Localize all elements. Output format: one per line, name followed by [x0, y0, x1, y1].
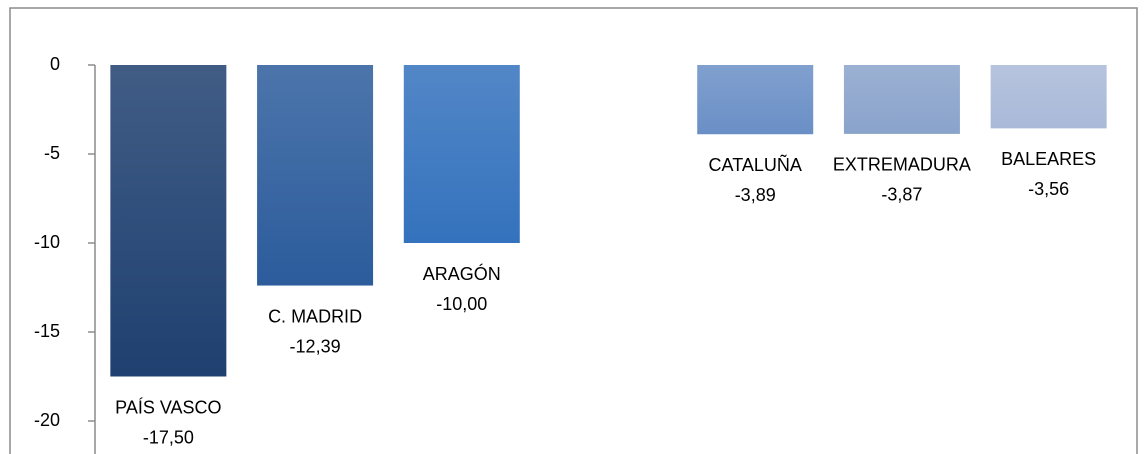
bar	[843, 65, 960, 134]
value-label: -3,56	[1028, 179, 1069, 199]
value-label: -3,89	[735, 185, 776, 205]
y-tick-label: 0	[50, 54, 60, 74]
category-label: CATALUÑA	[709, 154, 802, 175]
category-label: BALEARES	[1001, 149, 1096, 169]
bar	[110, 65, 227, 377]
value-label: -17,50	[143, 427, 194, 447]
category-label: EXTREMADURA	[833, 155, 971, 175]
bar	[257, 65, 374, 286]
y-tick-label: -15	[34, 321, 60, 341]
y-tick-label: -5	[44, 143, 60, 163]
y-tick-label: -20	[34, 410, 60, 430]
value-label: -10,00	[436, 294, 487, 314]
bar	[990, 65, 1107, 129]
category-label: C. MADRID	[268, 306, 362, 326]
bar	[697, 65, 814, 135]
category-label: PAÍS VASCO	[115, 397, 221, 417]
bar	[403, 65, 520, 243]
value-label: -3,87	[881, 185, 922, 205]
value-label: -12,39	[290, 336, 341, 356]
y-tick-label: -10	[34, 232, 60, 252]
category-label: ARAGÓN	[423, 263, 501, 284]
